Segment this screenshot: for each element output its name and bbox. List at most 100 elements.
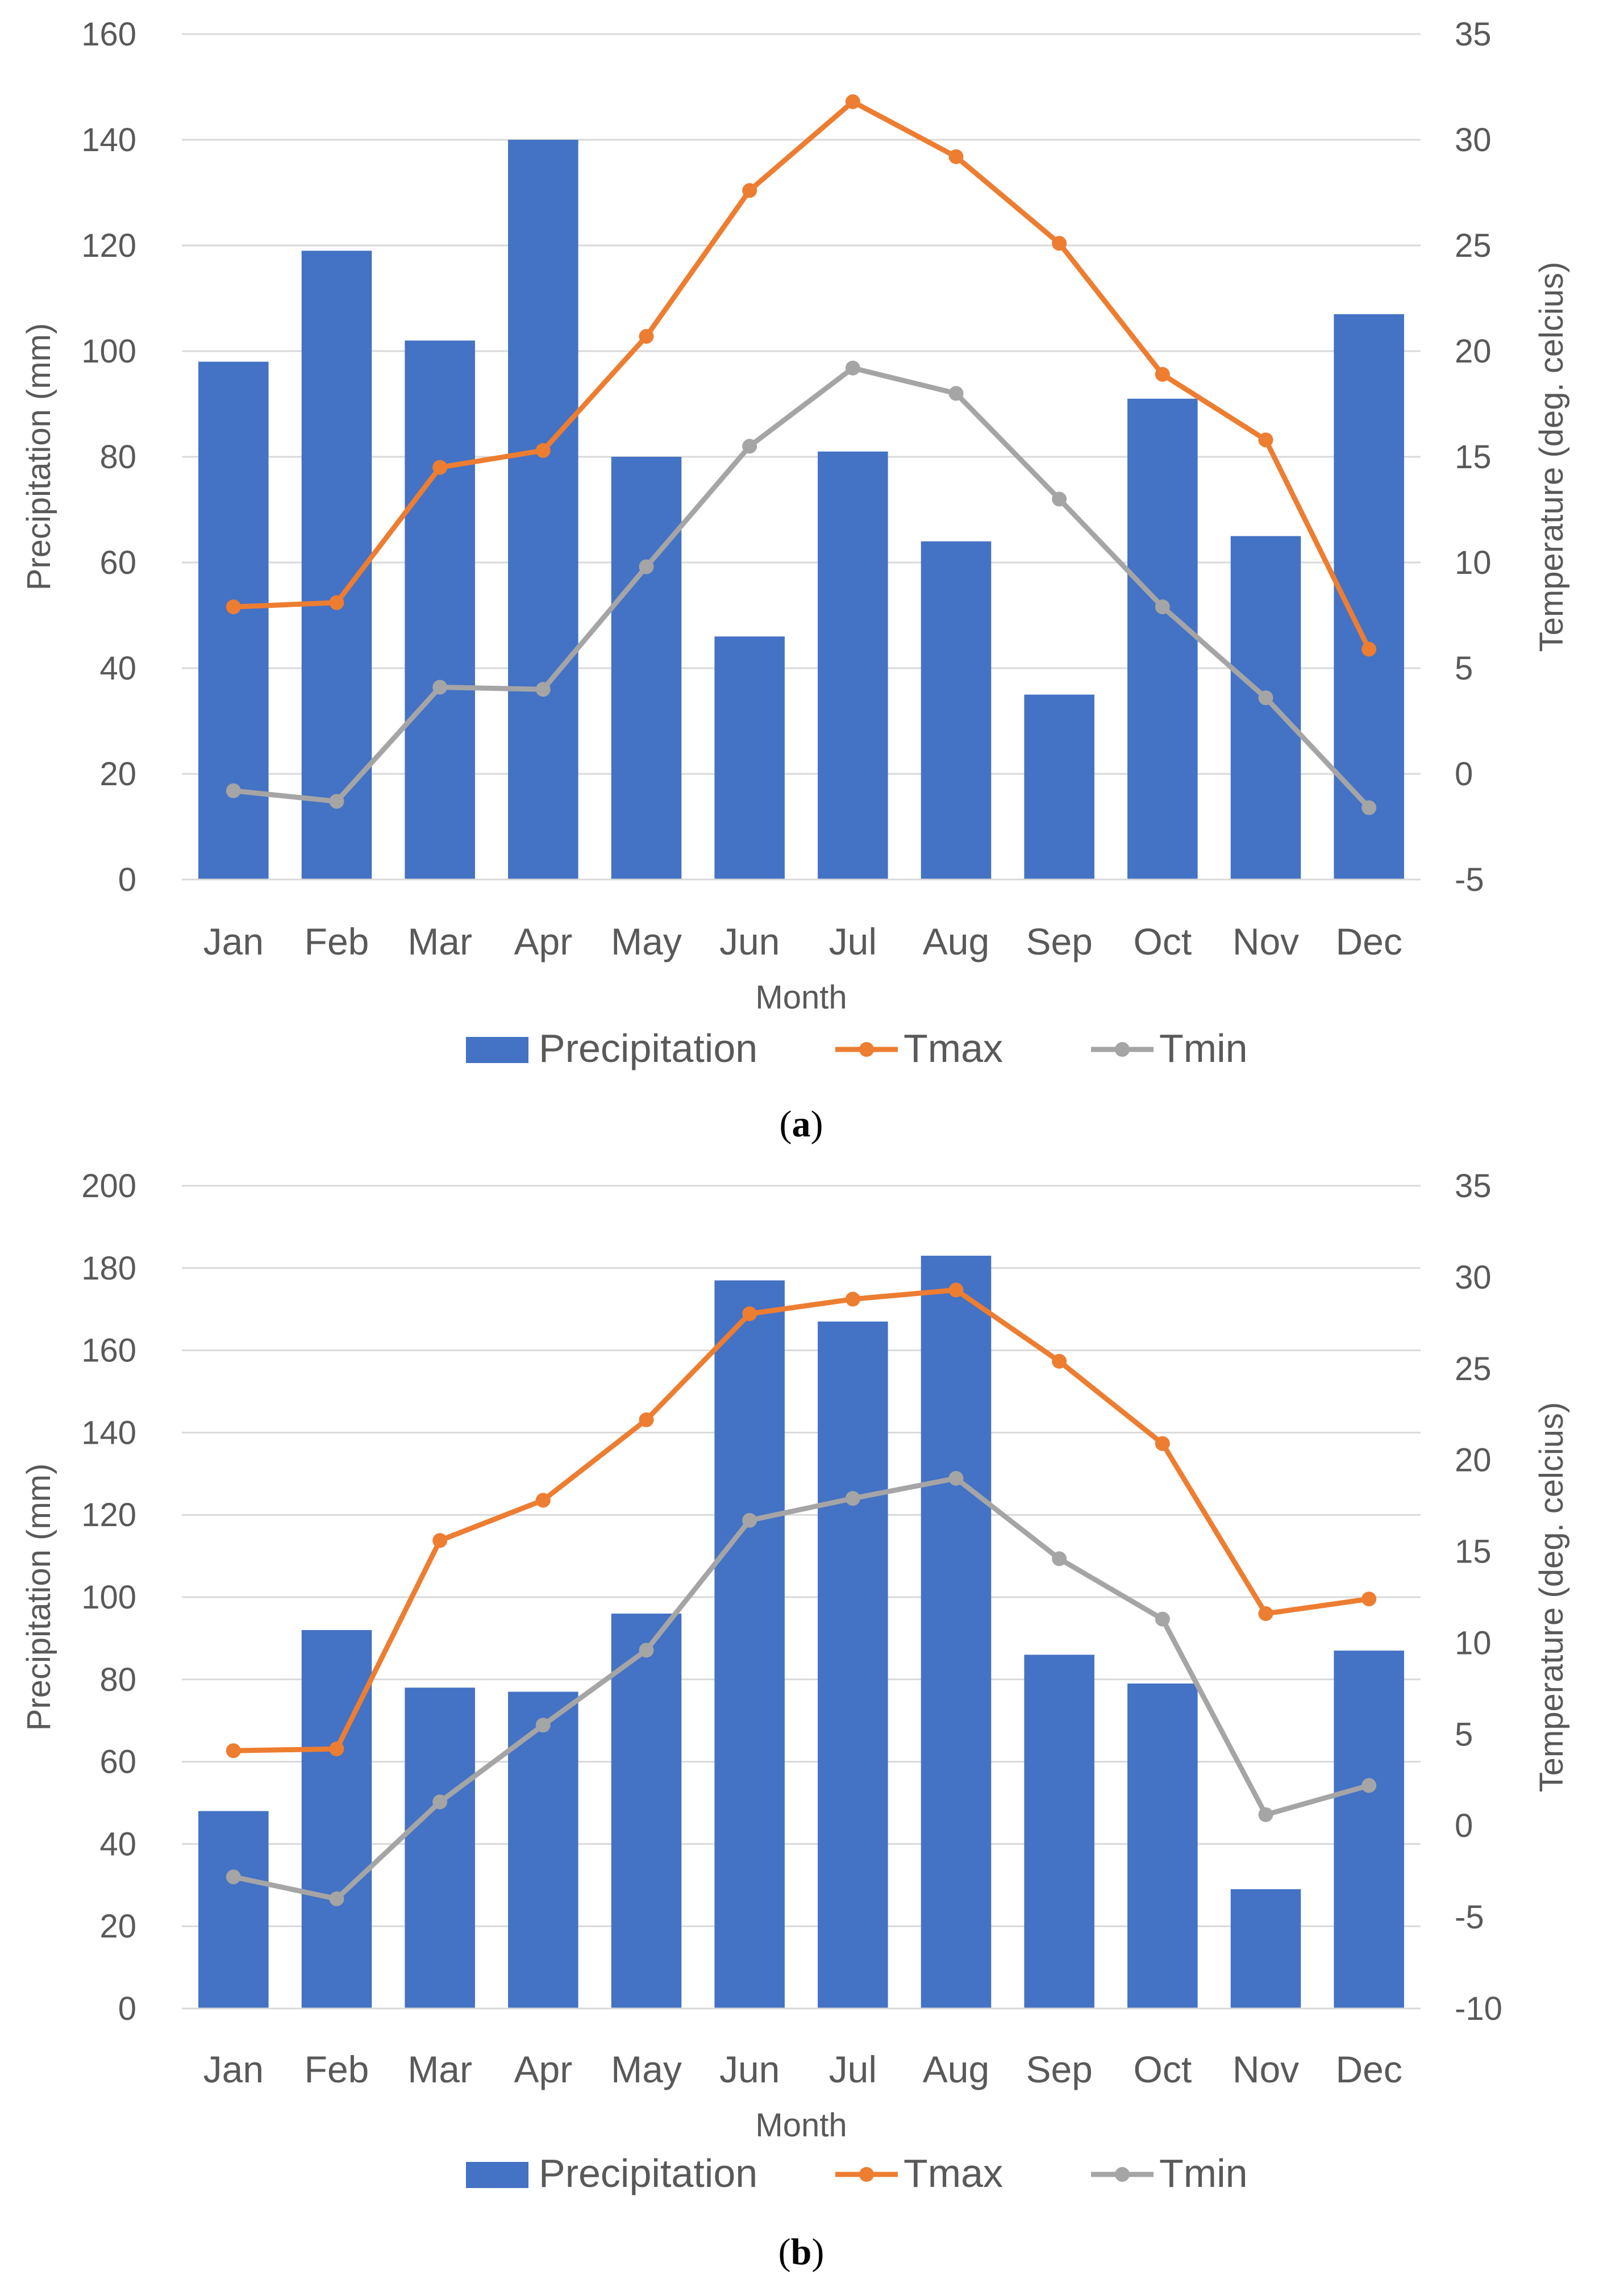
x-tick-label: Feb [305,920,369,962]
x-tick-label: Jul [829,2048,877,2090]
x-axis-title: Month [755,2107,847,2144]
x-tick-label: Jun [719,2048,780,2090]
tmin-point [432,1794,448,1810]
precipitation-bar [508,1691,578,2009]
tmax-point [845,1291,860,1307]
x-tick-label: Jan [203,2048,264,2090]
tmin-point [432,680,448,695]
legend-precipitation-label: Precipitation [539,2151,757,2195]
y-tick-label: 100 [81,1579,136,1616]
chart-b: 0 20 40 60 80 100 120 140 160 180 200 -10 -5 0 5 10 15 20… [20,1168,1570,2273]
tmin-point [226,783,241,798]
legend-precipitation-label: Precipitation [539,1026,757,1070]
caption-open: ( [780,1103,792,1145]
y2-tick-label: 15 [1455,439,1492,476]
tmin-point [226,1869,241,1885]
x-tick-label: Dec [1335,920,1402,962]
y-tick-label: 60 [99,544,136,581]
legend: Precipitation Tmax Tmin [466,1026,1248,1070]
precipitation-bar [1230,1889,1301,2009]
legend: Precipitation Tmax Tmin [466,2151,1248,2195]
tmin-point [1052,1551,1067,1566]
y-axis-title: Precipitation (mm) [20,323,57,591]
tmax-point [432,460,448,475]
y-tick-label: 20 [99,1908,136,1945]
figure-caption: (b) [778,2231,825,2273]
x-tick-label: May [611,2048,682,2090]
y2-tick-label: -10 [1455,1990,1502,2027]
tmin-point [639,1643,654,1658]
x-tick-label: May [611,920,682,962]
legend-tmin-marker [1115,1042,1130,1057]
tmin-point [742,1512,757,1528]
precipitation-bar [405,1687,475,2009]
y-tick-label: 80 [99,439,136,476]
y2-tick-label: 0 [1455,756,1473,793]
y2-tick-label: 0 [1455,1807,1473,1844]
precipitation-bar [818,1321,888,2009]
tmin-point [1155,599,1170,615]
x-tick-label: Mar [407,920,472,962]
legend-precipitation-swatch [466,2162,528,2188]
caption-open: ( [778,2231,791,2273]
tmin-point [1258,1807,1273,1822]
tmax-point [1052,236,1067,251]
x-tick-label: Apr [514,2048,572,2090]
y-tick-label: 0 [118,861,136,898]
x-tick-label: Aug [923,2048,989,2090]
y2-tick-label: 35 [1455,1168,1492,1205]
precipitation-bar [1230,536,1301,880]
x-tick-label: Apr [514,920,572,962]
y-tick-label: 80 [99,1661,136,1698]
caption-close: ) [811,1103,823,1145]
y-tick-label: 20 [99,756,136,793]
y-tick-label: 100 [81,333,136,370]
tmax-point [432,1533,448,1548]
y2-tick-label: 15 [1455,1534,1492,1570]
legend-tmax-label: Tmax [903,1026,1003,1070]
tmax-point [1361,641,1377,657]
tmax-point [535,443,551,458]
x-tick-label: Oct [1133,920,1192,962]
y-tick-label: 140 [81,1414,136,1451]
tmax-point [639,1412,654,1427]
tmin-point [1052,491,1067,507]
y-tick-label: 120 [81,227,136,264]
legend-tmin-label: Tmin [1159,2151,1248,2195]
x-tick-label: Jul [829,920,877,962]
precipitation-bar [301,1630,372,2009]
tmin-point [535,1718,551,1733]
precipitation-bar [508,140,578,880]
y2-tick-label: 10 [1455,544,1492,581]
tmax-point [1155,1436,1170,1451]
precipitation-bar [1024,1655,1094,2009]
x-tick-label: Dec [1335,2048,1402,2090]
caption-letter: b [791,2231,812,2273]
x-tick-label: Jun [719,920,780,962]
tmax-point [948,1282,964,1298]
y-tick-label: 160 [81,16,136,53]
y2-tick-label: 25 [1455,1351,1492,1387]
tmin-point [1155,1611,1170,1627]
precipitation-bar [1127,398,1198,880]
y-tick-label: 40 [99,650,136,687]
tmax-point [329,595,344,610]
legend-tmax-marker [859,2167,874,2182]
x-tick-label: Nov [1233,2048,1299,2090]
y-tick-label: 180 [81,1250,136,1287]
legend-tmin-marker [1115,2167,1130,2182]
y2-tick-label: 20 [1455,333,1492,370]
tmin-point [1258,690,1273,706]
tmax-point [742,183,757,198]
tmin-point [535,682,551,697]
caption-letter: a [792,1103,811,1145]
y-tick-label: 60 [99,1744,136,1781]
y2-tick-label: 30 [1455,122,1492,159]
tmax-point [1155,366,1170,382]
y-tick-label: 0 [118,1990,136,2027]
y2-axis-title: Temperature (deg. celcius) [1533,262,1570,652]
x-tick-label: Nov [1233,920,1299,962]
y-tick-label: 160 [81,1332,136,1369]
tmin-point [1361,800,1377,815]
tmin-line [231,1476,1372,1902]
